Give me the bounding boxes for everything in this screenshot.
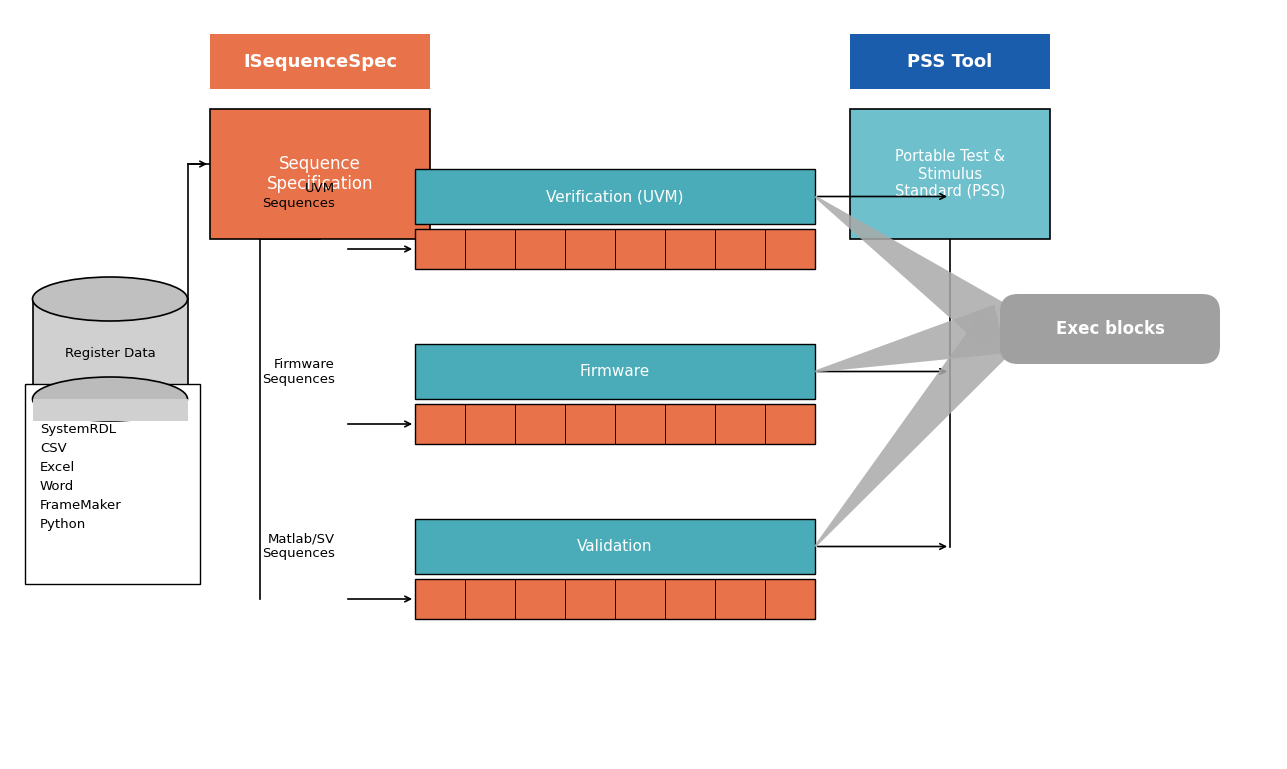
Text: Register Data: Register Data	[64, 348, 156, 361]
FancyBboxPatch shape	[414, 169, 815, 224]
Polygon shape	[815, 195, 1014, 349]
FancyBboxPatch shape	[849, 109, 1050, 239]
FancyBboxPatch shape	[210, 34, 430, 89]
FancyBboxPatch shape	[32, 399, 188, 421]
FancyBboxPatch shape	[210, 109, 430, 239]
Text: IP-XACT
SystemRDL
CSV
Excel
Word
FrameMaker
Python: IP-XACT SystemRDL CSV Excel Word FrameMa…	[40, 404, 122, 531]
Text: Sequence
Specification: Sequence Specification	[266, 155, 373, 193]
FancyBboxPatch shape	[414, 229, 815, 269]
Text: Matlab/SV
Sequences: Matlab/SV Sequences	[263, 532, 335, 561]
Text: Validation: Validation	[578, 539, 653, 554]
Polygon shape	[815, 313, 1019, 548]
FancyBboxPatch shape	[414, 344, 815, 399]
FancyBboxPatch shape	[1000, 294, 1220, 364]
FancyBboxPatch shape	[414, 404, 815, 444]
Text: Exec blocks: Exec blocks	[1055, 320, 1165, 338]
FancyBboxPatch shape	[414, 519, 815, 574]
Text: PSS Tool: PSS Tool	[907, 52, 992, 71]
Text: Firmware
Sequences: Firmware Sequences	[263, 358, 335, 385]
Text: Portable Test &
Stimulus
Standard (PSS): Portable Test & Stimulus Standard (PSS)	[894, 149, 1005, 199]
Polygon shape	[815, 305, 1005, 372]
FancyBboxPatch shape	[414, 579, 815, 619]
Text: Firmware: Firmware	[580, 364, 650, 379]
Ellipse shape	[32, 377, 188, 421]
Ellipse shape	[32, 277, 188, 321]
Text: UVM
Sequences: UVM Sequences	[263, 182, 335, 211]
FancyBboxPatch shape	[24, 384, 199, 584]
Text: ISequenceSpec: ISequenceSpec	[243, 52, 396, 71]
Text: Verification (UVM): Verification (UVM)	[546, 189, 683, 204]
FancyBboxPatch shape	[849, 34, 1050, 89]
FancyBboxPatch shape	[32, 299, 188, 399]
